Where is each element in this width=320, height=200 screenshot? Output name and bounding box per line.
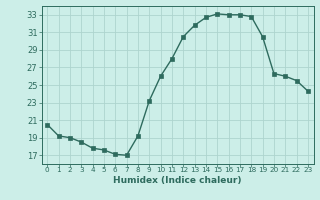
X-axis label: Humidex (Indice chaleur): Humidex (Indice chaleur) <box>113 176 242 185</box>
